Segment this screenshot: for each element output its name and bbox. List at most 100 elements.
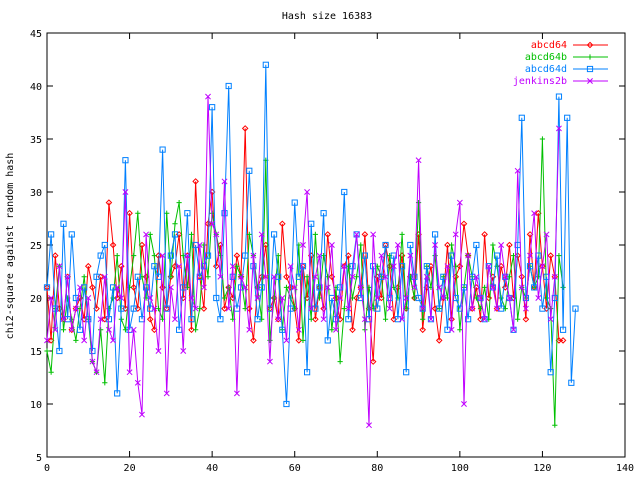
data-point [89, 358, 96, 365]
data-point [448, 252, 455, 259]
data-point [349, 263, 356, 270]
data-point [209, 104, 216, 111]
data-point [135, 210, 141, 216]
data-point [390, 252, 397, 259]
data-point [415, 157, 422, 164]
data-point [81, 284, 88, 291]
data-point [465, 252, 472, 259]
data-point [254, 295, 261, 301]
data-point [122, 157, 129, 164]
data-point [151, 253, 157, 259]
data-point [188, 295, 195, 301]
data-point [180, 348, 187, 354]
data-point [172, 316, 178, 323]
data-point [131, 253, 137, 259]
data-point [151, 305, 158, 312]
data-point [586, 41, 594, 49]
x-tick-label: 100 [451, 463, 469, 474]
data-point [250, 252, 257, 259]
data-point [345, 316, 352, 323]
x-tick-label: 0 [44, 463, 50, 474]
data-point [586, 65, 594, 73]
data-point [44, 348, 50, 354]
data-point [142, 284, 150, 291]
data-point [43, 284, 51, 291]
data-point [188, 231, 195, 237]
data-point [556, 253, 562, 259]
data-point [349, 295, 356, 301]
data-point [316, 252, 323, 259]
data-point [539, 136, 546, 142]
data-point [60, 316, 67, 323]
data-point [407, 241, 414, 249]
axis-ticks: 0 20 40 60 80 100 120 140 5 10 15 20 25 30 35 40 45 [30, 29, 634, 474]
data-point [84, 262, 92, 270]
data-point [506, 295, 513, 301]
data-point [89, 347, 96, 355]
data-point [386, 294, 393, 302]
data-point [221, 210, 228, 217]
data-point [93, 369, 100, 376]
data-point [258, 231, 265, 238]
data-point [291, 199, 298, 206]
data-point [246, 326, 253, 333]
data-point [192, 178, 199, 185]
data-point [250, 337, 257, 344]
data-point [304, 369, 311, 376]
data-point [341, 188, 348, 196]
data-point [287, 263, 294, 270]
data-point [114, 390, 121, 397]
data-point [312, 231, 318, 237]
data-point [159, 146, 166, 153]
data-point [295, 326, 302, 333]
data-point [555, 125, 562, 132]
data-point [167, 284, 174, 291]
data-point [196, 242, 203, 248]
data-point [114, 253, 120, 259]
data-point [68, 326, 75, 333]
legend-label: abcd64d [525, 64, 567, 75]
data-point [403, 369, 410, 376]
data-point [407, 252, 414, 259]
x-tick-label: 120 [533, 463, 551, 474]
data-point [267, 337, 273, 343]
data-point [279, 220, 286, 228]
y-tick-label: 40 [30, 82, 42, 93]
data-point [254, 316, 261, 323]
data-point [370, 231, 377, 238]
y-tick-label: 35 [30, 135, 42, 146]
data-point [56, 263, 63, 270]
data-point [209, 220, 216, 227]
data-point [275, 316, 282, 323]
data-point [543, 295, 550, 301]
data-point [283, 284, 290, 290]
data-point [341, 263, 348, 270]
data-point [477, 295, 484, 301]
data-point [349, 326, 356, 334]
data-point [374, 295, 381, 301]
data-point [246, 167, 253, 174]
data-point [361, 316, 368, 323]
data-point [490, 242, 496, 248]
data-point [233, 252, 241, 259]
data-point [93, 273, 100, 280]
chart-title: Hash size 16383 [282, 11, 372, 22]
data-point [81, 274, 87, 280]
data-point [518, 114, 525, 121]
data-point [283, 273, 290, 281]
y-tick-label: 5 [36, 453, 42, 464]
data-point [358, 242, 364, 248]
data-point [555, 93, 563, 100]
data-point [234, 263, 240, 269]
data-point [130, 305, 137, 312]
data-point [44, 337, 50, 344]
data-point [382, 273, 389, 280]
data-point [200, 305, 208, 312]
data-point [221, 295, 228, 301]
data-point [527, 252, 533, 259]
data-point [271, 273, 278, 280]
data-point [448, 326, 455, 333]
data-point [193, 327, 199, 333]
data-point [444, 263, 451, 270]
data-point [316, 284, 323, 291]
